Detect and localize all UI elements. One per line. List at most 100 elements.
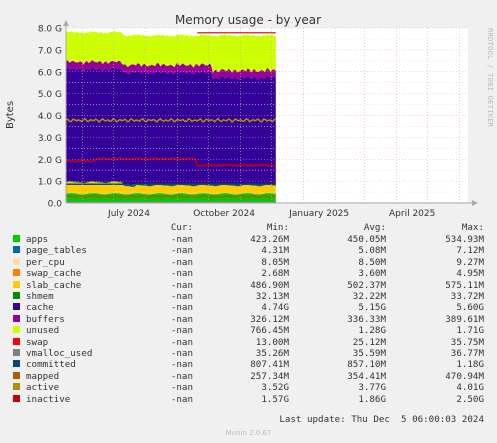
legend-series-name: swap_cache (26, 268, 82, 280)
legend-swatch (13, 326, 20, 334)
legend-swatch (13, 303, 20, 311)
legend-max-value: 1.71G (456, 325, 484, 337)
legend-cur-value: -nan (170, 348, 193, 359)
legend-swatch (13, 349, 20, 356)
y-axis-arrow-icon (63, 20, 69, 26)
legend-avg-value: 5.08M (358, 245, 386, 257)
x-axis-arrow-icon (472, 200, 478, 206)
legend-cur-value: -nan (170, 268, 193, 280)
legend-series-name: per_cpu (26, 256, 65, 268)
legend-cur-value: -nan (170, 279, 193, 291)
legend-swatch (13, 257, 20, 265)
legend-avg-value: 35.59M (352, 348, 386, 359)
legend-header-min: Min: (266, 222, 289, 233)
legend-min-value: 4.74G (261, 302, 289, 314)
y-tick-label: 4.0 G (38, 112, 62, 122)
legend-avg-value: 502.37M (347, 279, 386, 291)
legend-series-name: vmalloc_used (26, 348, 93, 359)
area-cache (66, 67, 276, 186)
legend-cur-value: -nan (170, 382, 193, 394)
legend-min-value: 3.52G (261, 382, 289, 394)
legend-avg-value: 32.22M (352, 291, 386, 302)
y-tick-label: 8.0 G (38, 25, 62, 35)
legend-series-name: swap (26, 336, 49, 348)
legend-row-mapped: mapped -nan 257.34M 354.41M 470.94M (0, 371, 497, 382)
legend-max-value: 470.94M (445, 370, 484, 382)
legend-max-value: 36.77M (450, 348, 484, 359)
legend-min-value: 486.90M (250, 279, 289, 291)
legend-cur-value: -nan (170, 234, 193, 245)
legend-series-name: buffers (26, 313, 65, 325)
legend-row-inactive: inactive -nan 1.57G 1.86G 2.50G (0, 394, 497, 405)
memory-chart: Memory usage - by year Bytes 0.0 1.0 G 2.0… (5, 13, 478, 219)
legend-min-value: 766.45M (250, 325, 289, 337)
y-tick-label: 2.0 G (38, 156, 62, 166)
legend-row-swap-cache: swap_cache -nan 2.68M 3.60M 4.95M (0, 268, 497, 279)
legend-min-value: 423.26M (250, 234, 289, 245)
legend-series-name: unused (26, 325, 60, 337)
legend-cur-value: -nan (170, 245, 193, 257)
legend-min-value: 13.00M (255, 336, 289, 348)
legend-swatch (13, 371, 20, 379)
legend-cur-value: -nan (170, 359, 193, 371)
legend-max-value: 5.60G (456, 302, 484, 314)
legend-swatch (13, 246, 20, 254)
area-buffers (66, 60, 276, 80)
legend-avg-value: 3.60M (358, 268, 386, 280)
legend-max-value: 4.95M (456, 268, 484, 280)
line-active (65, 117, 277, 124)
legend-min-value: 35.26M (255, 348, 289, 359)
legend-max-value: 7.12M (456, 245, 484, 257)
legend-swatch (13, 337, 20, 345)
legend-min-value: 4.31M (261, 245, 289, 257)
legend-row-cache: cache -nan 4.74G 5.15G 5.60G (0, 302, 497, 313)
legend-row-swap: swap -nan 13.00M 25.12M 35.75M (0, 337, 497, 348)
x-tick-label: July 2024 (107, 209, 150, 219)
legend-row-page-tables: page_tables -nan 4.31M 5.08M 7.12M (0, 245, 497, 256)
legend-header-avg: Avg: (363, 222, 386, 233)
legend-series-name: cache (26, 302, 54, 314)
line-mapped (65, 195, 276, 198)
legend-max-value: 35.75M (450, 336, 484, 348)
legend-cur-value: -nan (170, 370, 193, 382)
legend-max-value: 1.18G (456, 359, 484, 371)
legend-header-max: Max: (461, 222, 484, 233)
area-per-cpu (66, 192, 276, 195)
legend-avg-value: 5.15G (358, 302, 386, 314)
x-tick-label: April 2025 (389, 209, 435, 219)
legend-min-value: 1.57G (261, 393, 289, 405)
legend-swatch (13, 394, 20, 402)
last-update: Last update: Thu Dec 5 06:00:03 2024 (279, 414, 484, 425)
legend-cur-value: -nan (170, 291, 193, 302)
legend-avg-value: 1.86G (358, 393, 386, 405)
legend-min-value: 8.05M (261, 256, 289, 268)
y-tick-label: 1.0 G (38, 178, 62, 188)
legend-min-value: 326.12M (250, 313, 289, 325)
legend-series-name: shmem (26, 291, 54, 302)
legend-avg-value: 25.12M (352, 336, 386, 348)
x-tick-label: October 2024 (193, 209, 255, 219)
legend-row-vmalloc-used: vmalloc_used -nan 35.26M 35.59M 36.77M (0, 348, 497, 359)
legend-row-active: active -nan 3.52G 3.77G 4.01G (0, 382, 497, 393)
legend-swatch (13, 235, 20, 242)
legend-series-name: apps (26, 234, 49, 245)
legend-series-name: page_tables (26, 245, 87, 257)
legend-swatch (13, 292, 20, 299)
legend-swatch (13, 360, 20, 368)
legend-avg-value: 857.10M (347, 359, 386, 371)
legend-max-value: 575.11M (445, 279, 484, 291)
legend-max-value: 534.93M (445, 234, 484, 245)
legend-avg-value: 8.50M (358, 256, 386, 268)
legend-cur-value: -nan (170, 336, 193, 348)
munin-version: Munin 2.0.67 (225, 429, 272, 437)
legend-cur-value: -nan (170, 256, 193, 268)
legend-cur-value: -nan (170, 302, 193, 314)
legend-cur-value: -nan (170, 393, 193, 405)
legend-row-committed: committed -nan 807.41M 857.10M 1.18G (0, 359, 497, 370)
legend-max-value: 4.01G (456, 382, 484, 394)
legend-max-value: 2.50G (456, 393, 484, 405)
rrdtool-credit: RRDTOOL / TOBI OETIKER (486, 28, 494, 128)
legend-avg-value: 3.77G (358, 382, 386, 394)
legend-cur-value: -nan (170, 313, 193, 325)
legend-series-name: active (26, 382, 60, 394)
